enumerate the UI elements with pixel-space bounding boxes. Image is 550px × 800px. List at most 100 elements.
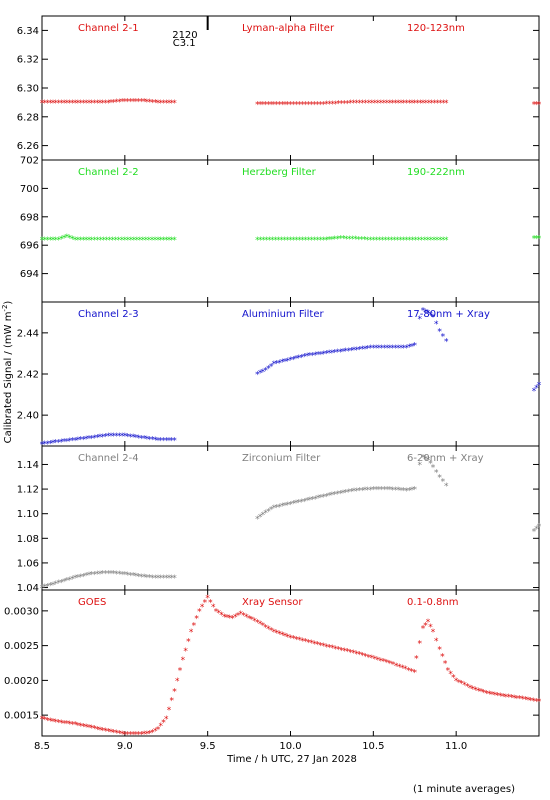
data-point: * [321,236,326,246]
data-point: * [128,433,133,443]
data-point: * [114,98,119,108]
data-point: * [365,236,370,246]
data-point: * [371,236,376,246]
data-point: * [438,236,443,246]
data-point: * [98,570,103,580]
data-point: * [315,641,320,651]
data-point: * [343,488,348,498]
data-point: * [270,236,275,246]
data-point: * [377,344,382,354]
data-point: * [261,236,266,246]
data-point: * [302,497,307,507]
data-point: * [106,728,111,738]
data-point: * [396,486,401,496]
data-point: * [214,607,219,617]
data-point: * [125,433,130,443]
data-point: * [366,486,371,496]
data-point: * [273,236,278,246]
data-point: * [523,695,528,705]
data-point: * [40,99,45,109]
data-point: * [437,646,442,656]
data-point: * [150,236,155,246]
data-point: * [87,99,92,109]
data-point: * [103,99,108,109]
data-point: * [342,99,347,109]
data-point: * [368,236,373,246]
data-point: * [517,695,522,705]
data-point: * [344,235,349,245]
data-point: * [266,100,271,110]
data-point: * [81,99,86,109]
data-point: * [51,99,56,109]
data-point: * [76,574,81,584]
data-point: * [247,614,252,624]
data-point: * [87,571,92,581]
data-point: * [357,487,362,497]
data-point: * [70,575,75,585]
data-point: * [258,620,263,630]
data-point: * [341,348,346,358]
data-point: * [255,618,260,628]
data-point: * [120,98,125,108]
data-point: * [379,344,384,354]
panel-label-filter: Herzberg Filter [242,167,317,178]
data-point: * [283,502,288,512]
data-point: * [145,435,150,445]
data-point: * [429,236,434,246]
data-point: * [252,617,257,627]
data-point: * [355,346,360,356]
data-point: * [360,486,365,496]
y-tick-label: 2.40 [17,411,39,422]
data-point: * [537,523,542,533]
data-point: * [401,236,406,246]
data-point: * [205,594,210,604]
data-point: * [385,99,390,109]
data-point: * [150,98,155,108]
data-point: * [428,311,433,321]
data-point: * [200,603,205,613]
y-tick-label: 1.08 [17,534,39,545]
data-point: * [363,486,368,496]
data-point: * [112,570,117,580]
data-point: * [306,236,311,246]
data-series: ****************************************… [40,594,542,740]
data-point: * [537,100,542,110]
data-point: * [161,99,166,109]
data-point: * [401,99,406,109]
data-point: * [327,492,332,502]
data-point: * [189,628,194,638]
data-point: * [534,384,539,394]
data-point: * [404,99,409,109]
data-point: * [423,236,428,246]
data-point: * [81,572,86,582]
y-tick-label: 1.12 [17,485,39,496]
data-point: * [158,722,163,732]
data-point: * [272,100,277,110]
data-point: * [48,99,53,109]
data-point: * [219,611,224,621]
data-point: * [230,614,235,624]
data-point: * [370,654,375,664]
data-point: * [40,715,45,725]
data-point: * [361,652,366,662]
data-point: * [385,486,390,496]
data-point: * [138,236,143,246]
data-point: * [45,716,50,726]
data-point: * [407,236,412,246]
data-point: * [128,97,133,107]
data-point: * [178,666,183,676]
data-point: * [267,236,272,246]
panel-5: 0.0015 0.0020 0.0025 0.0030 GOES Xray Sensor 0… [4,589,542,740]
data-point: * [65,99,70,109]
data-point: * [156,236,161,246]
data-point: * [134,730,139,740]
data-point: * [123,571,128,581]
data-point: * [62,99,67,109]
data-point: * [56,438,61,448]
data-point: * [319,494,324,504]
data-point: * [318,236,323,246]
data-point: * [333,645,338,655]
data-point: * [490,691,495,701]
data-point: * [418,99,423,109]
